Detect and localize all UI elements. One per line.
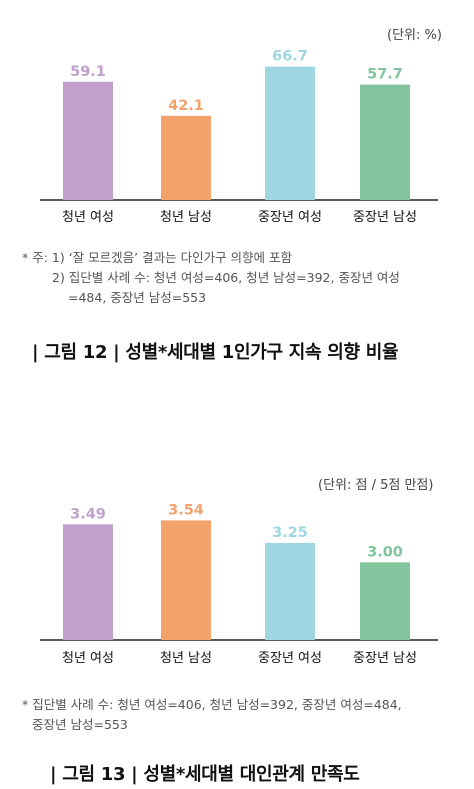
note-line: =484, 중장년 남성=553 [68, 290, 207, 305]
category-label: 청년 남성 [160, 651, 212, 666]
figure-caption-2: | 그림 13 | 성별*세대별 대인관계 만족도 [50, 764, 360, 785]
bar [161, 115, 211, 200]
unit-label-2: (단위: 점 / 5점 만점) [318, 478, 434, 493]
data-label: 3.54 [168, 502, 204, 518]
data-label: 66.7 [272, 49, 308, 65]
data-label: 3.25 [272, 525, 308, 541]
data-label: 3.00 [367, 544, 403, 560]
figure-caption-1: | 그림 12 | 성별*세대별 1인가구 지속 의향 비율 [32, 342, 399, 363]
notes-1: * 주: 1) ‘잘 모르겠음’ 결과는 다인가구 의향에 포함 2) 집단별 … [22, 248, 400, 308]
bar [63, 81, 113, 200]
bar [360, 562, 410, 640]
note-line: 중장년 남성=553 [32, 717, 128, 732]
category-label: 중장년 남성 [353, 651, 417, 666]
category-label: 청년 남성 [160, 210, 212, 225]
notes-2: * 집단별 사례 수: 청년 여성=406, 청년 남성=392, 중장년 여성… [22, 695, 402, 735]
data-label: 42.1 [168, 98, 204, 114]
note-line: 2) 집단별 사례 수: 청년 여성=406, 청년 남성=392, 중장년 여… [52, 270, 400, 285]
note-line: * 집단별 사례 수: 청년 여성=406, 청년 남성=392, 중장년 여성… [22, 697, 402, 712]
unit-label-1: (단위: %) [387, 28, 442, 43]
category-label: 중장년 여성 [258, 651, 322, 666]
bar [265, 542, 315, 640]
bar-chart-2: 3.49 청년 여성 3.54 청년 남성 3.25 중장년 여성 3.00 중장년 남성 [40, 502, 438, 666]
data-label: 59.1 [70, 64, 106, 80]
bar [63, 524, 113, 640]
category-label: 청년 여성 [62, 210, 114, 225]
bar [360, 84, 410, 200]
category-label: 중장년 남성 [353, 210, 417, 225]
bar [161, 520, 211, 640]
bar [265, 66, 315, 200]
data-label: 57.7 [367, 67, 403, 83]
data-label: 3.49 [70, 506, 106, 522]
category-label: 중장년 여성 [258, 210, 322, 225]
bar-chart-1: 59.1 청년 여성 42.1 청년 남성 66.7 중장년 여성 57.7 중장년 남성 [40, 49, 438, 225]
category-label: 청년 여성 [62, 651, 114, 666]
note-line: * 주: 1) ‘잘 모르겠음’ 결과는 다인가구 의향에 포함 [22, 250, 293, 265]
